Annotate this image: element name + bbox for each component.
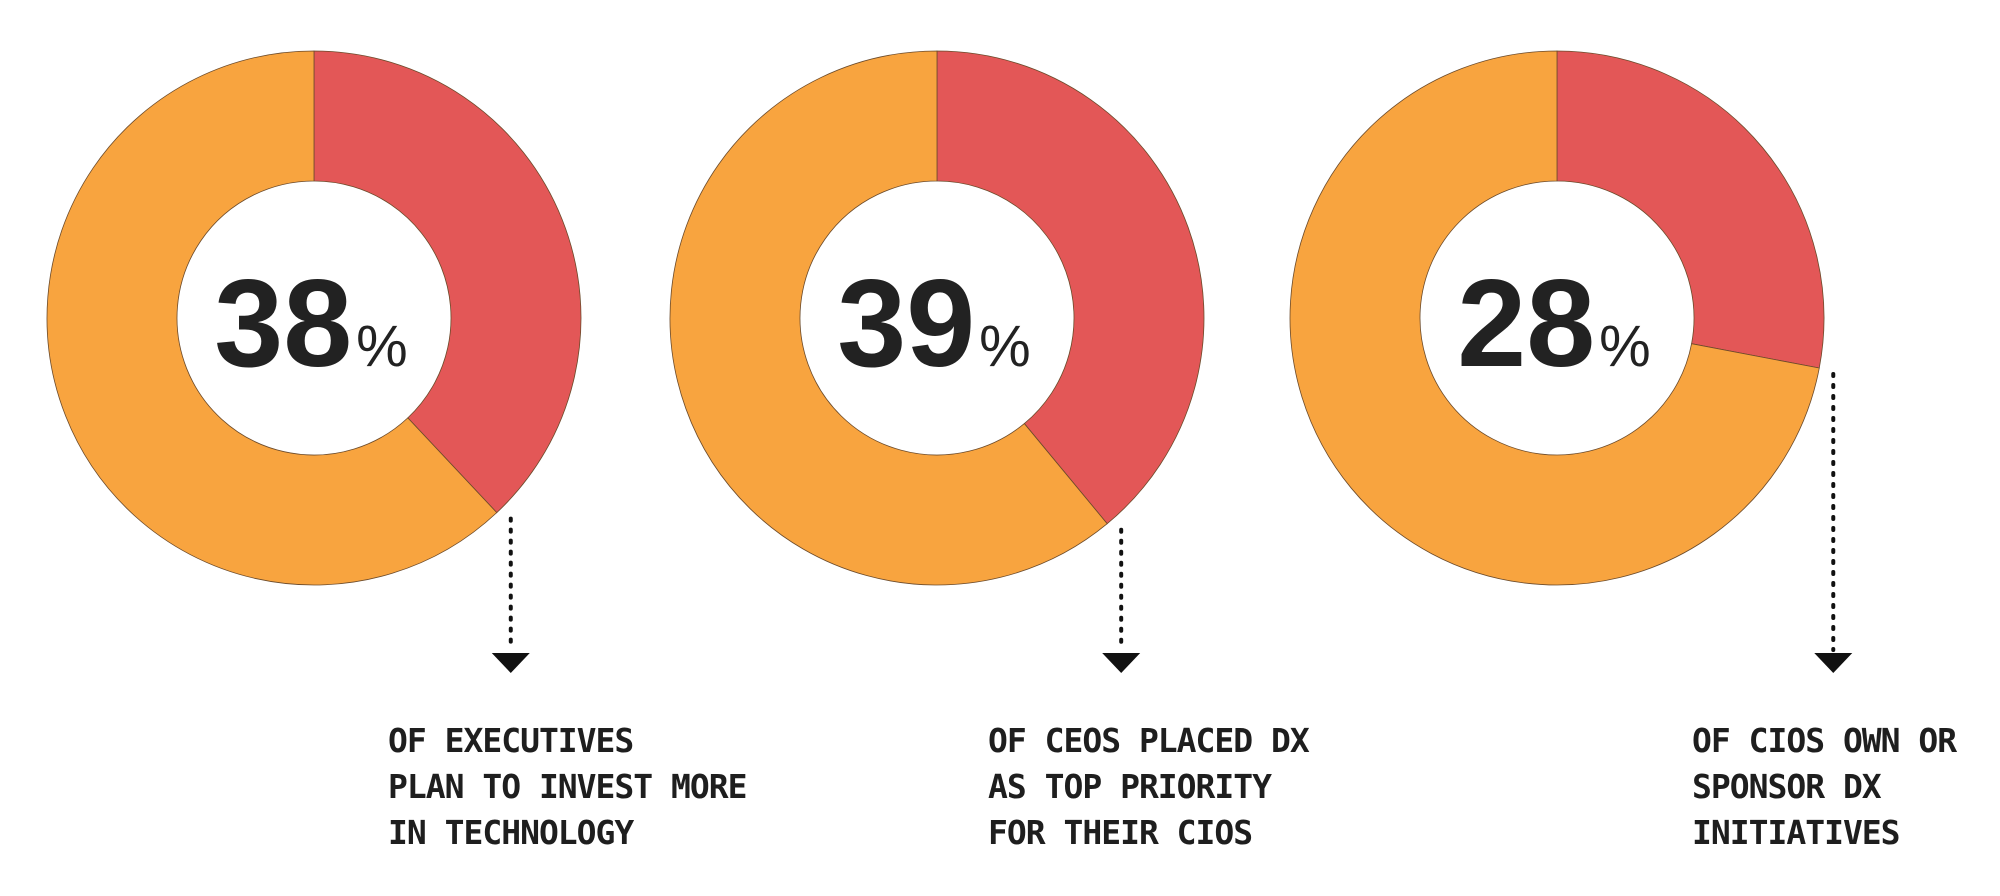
donut-2-slice-2 <box>669 50 1108 586</box>
caption-2-line-1: OF CEOS PLACED DX <box>988 721 1310 760</box>
donut-3-value-number: 28 <box>1457 255 1595 393</box>
donut-1-arrow-down-icon <box>491 653 530 673</box>
caption-1-line-3: IN TECHNOLOGY <box>388 813 634 852</box>
donut-3-center-value: 28% <box>1457 255 1651 393</box>
caption-2: OF CEOS PLACED DX AS TOP PRIORITY FOR TH… <box>988 718 1310 856</box>
donut-3-slice-1 <box>1556 50 1825 369</box>
donut-1-value-number: 38 <box>214 255 352 393</box>
caption-3: OF CIOS OWN OR SPONSOR DX INITIATIVES <box>1692 718 1957 856</box>
donut-2-arrow-down-icon <box>1102 653 1141 673</box>
donut-3-slice-2 <box>1289 50 1820 586</box>
donut-3-percent-sign: % <box>1599 314 1651 379</box>
donut-1-slice-1 <box>313 50 582 514</box>
donut-2-value-number: 39 <box>837 255 975 393</box>
caption-3-line-2: SPONSOR DX <box>1692 767 1882 806</box>
donut-2-percent-sign: % <box>979 314 1031 379</box>
donut-3-arrow-down-icon <box>1814 653 1853 673</box>
donut-1-center-value: 38% <box>214 255 408 393</box>
caption-1-line-2: PLAN TO INVEST MORE <box>388 767 747 806</box>
caption-3-line-1: OF CIOS OWN OR <box>1692 721 1957 760</box>
caption-2-line-3: FOR THEIR CIOS <box>988 813 1253 852</box>
donut-2-center-value: 39% <box>837 255 1031 393</box>
donut-1-percent-sign: % <box>356 314 408 379</box>
caption-1-line-1: OF EXECUTIVES <box>388 721 634 760</box>
donut-1-slice-2 <box>46 50 498 586</box>
caption-1: OF EXECUTIVES PLAN TO INVEST MORE IN TEC… <box>388 718 747 856</box>
donut-2-slice-1 <box>936 50 1205 525</box>
caption-3-line-3: INITIATIVES <box>1692 813 1901 852</box>
caption-2-line-2: AS TOP PRIORITY <box>988 767 1272 806</box>
